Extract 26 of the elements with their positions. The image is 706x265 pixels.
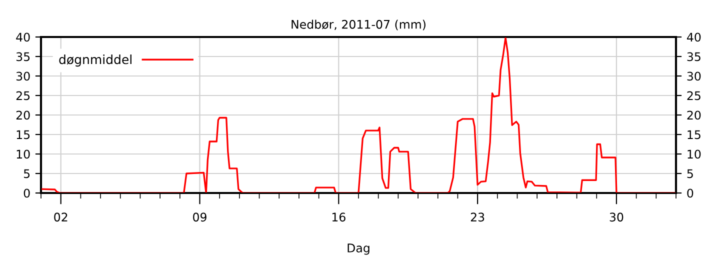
x-tick-label: 09: [193, 212, 206, 222]
y-tick-label: 5: [24, 169, 30, 178]
y-tick-label: 0: [24, 188, 30, 198]
y2-tick-label: 20: [687, 110, 701, 120]
y2-tick-label: 0: [687, 188, 694, 198]
y-tick-label: 40: [16, 32, 30, 42]
x-tick-label: 23: [470, 212, 484, 222]
x-tick-label: 02: [54, 212, 68, 222]
y2-tick-label: 15: [688, 130, 700, 140]
x-axis-title: Dag: [348, 244, 370, 255]
y2-tick-label: 10: [688, 150, 701, 159]
y-tick-label: 20: [16, 110, 30, 120]
legend-label: døgnmiddel: [59, 54, 132, 67]
y2-tick-label: 30: [687, 72, 701, 81]
y-tick-label: 35: [16, 52, 30, 62]
y-tick-label: 10: [16, 150, 30, 159]
x-tick-label: 16: [332, 212, 346, 222]
y2-tick-label: 5: [687, 169, 693, 178]
y2-tick-label: 40: [686, 32, 701, 42]
y-tick-label: 15: [16, 130, 30, 140]
chart-title: Nedbør, 2011-07 (mm): [292, 20, 426, 30]
y2-tick-label: 35: [687, 52, 700, 62]
x-tick-label: 30: [610, 212, 624, 222]
y-tick-label: 30: [16, 72, 30, 81]
y-tick-label: 25: [16, 91, 30, 100]
y2-tick-label: 25: [687, 91, 700, 100]
